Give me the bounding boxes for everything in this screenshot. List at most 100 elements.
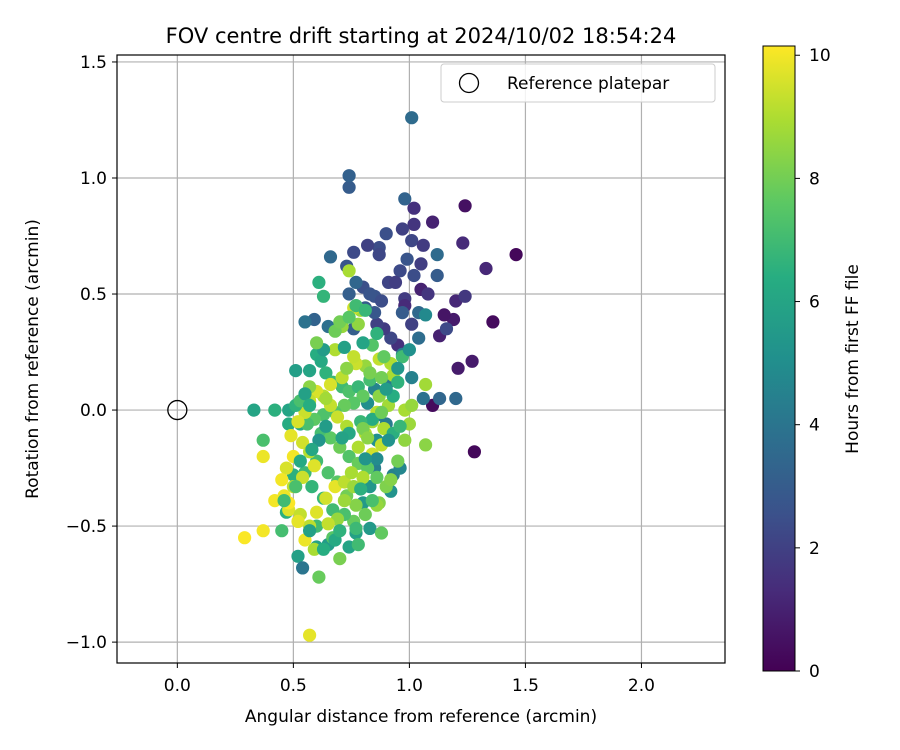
data-point: [314, 354, 328, 368]
data-point: [310, 505, 324, 519]
data-point: [351, 317, 365, 331]
data-point: [365, 494, 379, 508]
data-point: [305, 442, 319, 457]
data-point: [419, 377, 433, 392]
data-point: [321, 466, 335, 480]
data-point: [379, 382, 393, 396]
data-point: [312, 275, 326, 289]
data-point: [449, 391, 463, 406]
data-point: [303, 524, 317, 538]
data-points: [238, 111, 523, 642]
data-point: [347, 350, 361, 364]
y-tick-label: −0.5: [66, 517, 107, 537]
legend-box: [440, 63, 716, 103]
data-point: [330, 410, 345, 424]
data-point: [419, 438, 433, 452]
data-point: [384, 473, 398, 487]
data-point: [312, 570, 326, 584]
colorbar-tick-label: 8: [809, 169, 820, 189]
data-point: [342, 180, 356, 194]
data-point: [291, 415, 305, 429]
data-point: [323, 431, 338, 445]
data-point: [321, 517, 335, 531]
data-point: [416, 391, 430, 406]
data-point: [344, 466, 358, 480]
axis-ticks: 0.0 0.5 1.0 1.5 2.0 −1.0 −0.5 0.0 0.5 1.0 1.5: [66, 53, 655, 696]
data-point: [256, 449, 270, 464]
data-point: [342, 264, 356, 278]
data-point: [426, 215, 440, 229]
data-point: [305, 480, 319, 494]
data-point: [275, 473, 289, 487]
data-point: [433, 391, 447, 406]
data-point: [275, 524, 289, 538]
colorbar-tick-label: 4: [809, 416, 820, 436]
chart-title: FOV centre drift starting at 2024/10/02 …: [166, 24, 677, 48]
data-point: [342, 169, 356, 183]
data-point: [393, 264, 407, 278]
data-point: [289, 364, 303, 378]
data-point: [363, 521, 377, 536]
data-point: [405, 398, 419, 412]
data-point: [405, 317, 419, 331]
data-point: [298, 387, 312, 401]
data-point: [349, 275, 363, 289]
data-point: [407, 268, 421, 283]
y-tick-label: 1.5: [80, 53, 107, 73]
legend: Reference platepar: [440, 63, 716, 103]
data-point: [395, 306, 409, 320]
data-point: [419, 308, 433, 322]
data-point: [358, 452, 372, 466]
data-point: [256, 433, 270, 447]
data-point: [347, 245, 361, 259]
data-point: [361, 238, 375, 252]
data-point: [333, 524, 347, 538]
data-point: [351, 440, 365, 454]
data-point: [289, 480, 303, 494]
data-point: [458, 199, 472, 213]
data-point: [391, 375, 405, 389]
colorbar-tick-label: 2: [809, 539, 820, 559]
data-point: [363, 366, 377, 380]
data-point: [310, 336, 324, 350]
data-point: [486, 315, 500, 329]
data-point: [365, 412, 379, 426]
data-point: [296, 435, 310, 450]
legend-entry-reference: Reference platepar: [507, 74, 669, 94]
data-point: [337, 494, 351, 508]
data-point: [381, 433, 396, 447]
data-point: [323, 377, 338, 392]
data-point: [303, 628, 317, 642]
data-point: [340, 361, 354, 375]
data-point: [451, 361, 465, 375]
data-point: [349, 498, 363, 512]
x-tick-label: 1.0: [396, 676, 423, 696]
data-point: [439, 322, 454, 336]
data-point: [316, 542, 331, 556]
data-point: [370, 317, 384, 331]
data-point: [293, 454, 307, 468]
data-point: [421, 287, 435, 301]
data-point: [509, 248, 523, 262]
data-point: [319, 419, 333, 433]
data-point: [337, 398, 351, 412]
data-point: [291, 549, 305, 563]
data-point: [296, 561, 310, 575]
data-point: [247, 403, 261, 417]
data-point: [303, 364, 317, 378]
data-point: [284, 429, 298, 443]
y-tick-label: 0.5: [80, 285, 107, 305]
data-point: [384, 331, 398, 345]
x-tick-label: 1.5: [512, 676, 539, 696]
data-point: [342, 449, 356, 464]
data-point: [395, 222, 409, 236]
data-point: [400, 252, 414, 266]
data-point: [370, 470, 384, 484]
colorbar-label: Hours from first FF file: [843, 264, 863, 454]
data-point: [268, 494, 282, 508]
data-point: [316, 289, 331, 303]
data-point: [479, 261, 493, 276]
data-point: [312, 433, 326, 447]
data-point: [291, 514, 305, 529]
